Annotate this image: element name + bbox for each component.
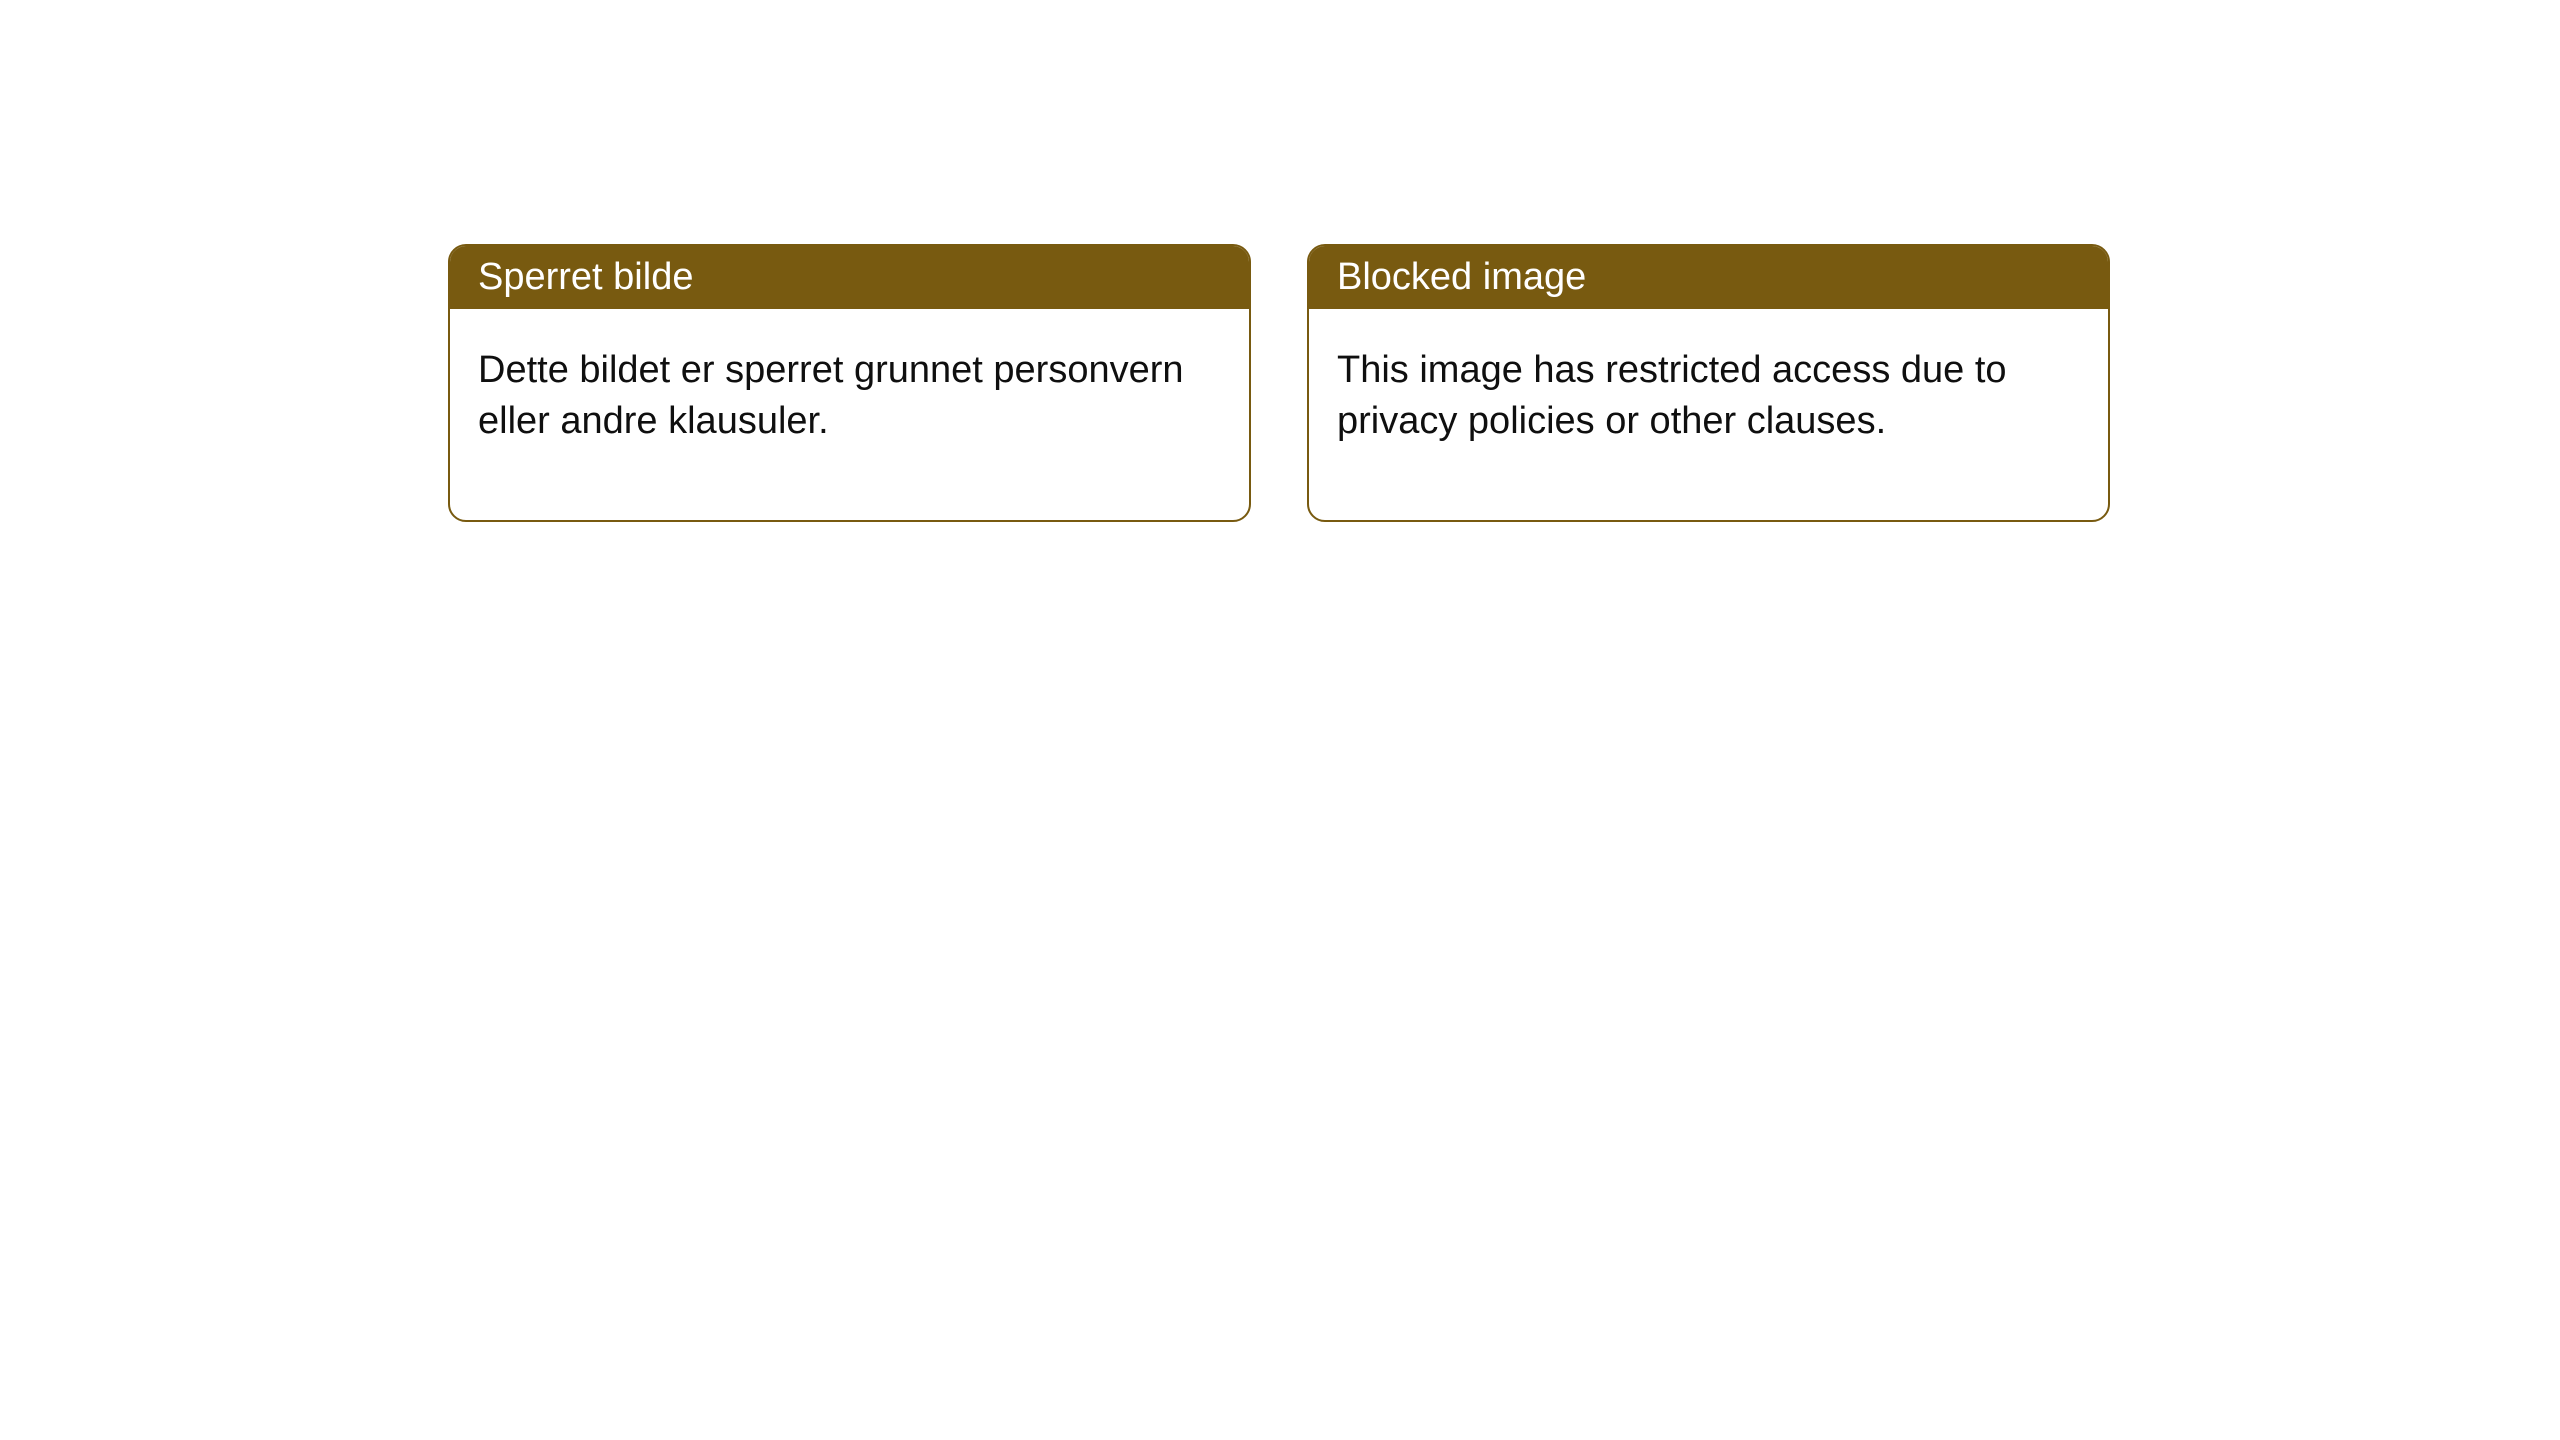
notice-body-en: This image has restricted access due to … [1309, 309, 2108, 520]
notice-card-no: Sperret bilde Dette bildet er sperret gr… [448, 244, 1251, 522]
notice-card-en: Blocked image This image has restricted … [1307, 244, 2110, 522]
notice-body-no: Dette bildet er sperret grunnet personve… [450, 309, 1249, 520]
notice-header-no: Sperret bilde [450, 246, 1249, 309]
notice-container: Sperret bilde Dette bildet er sperret gr… [0, 0, 2560, 522]
notice-header-en: Blocked image [1309, 246, 2108, 309]
